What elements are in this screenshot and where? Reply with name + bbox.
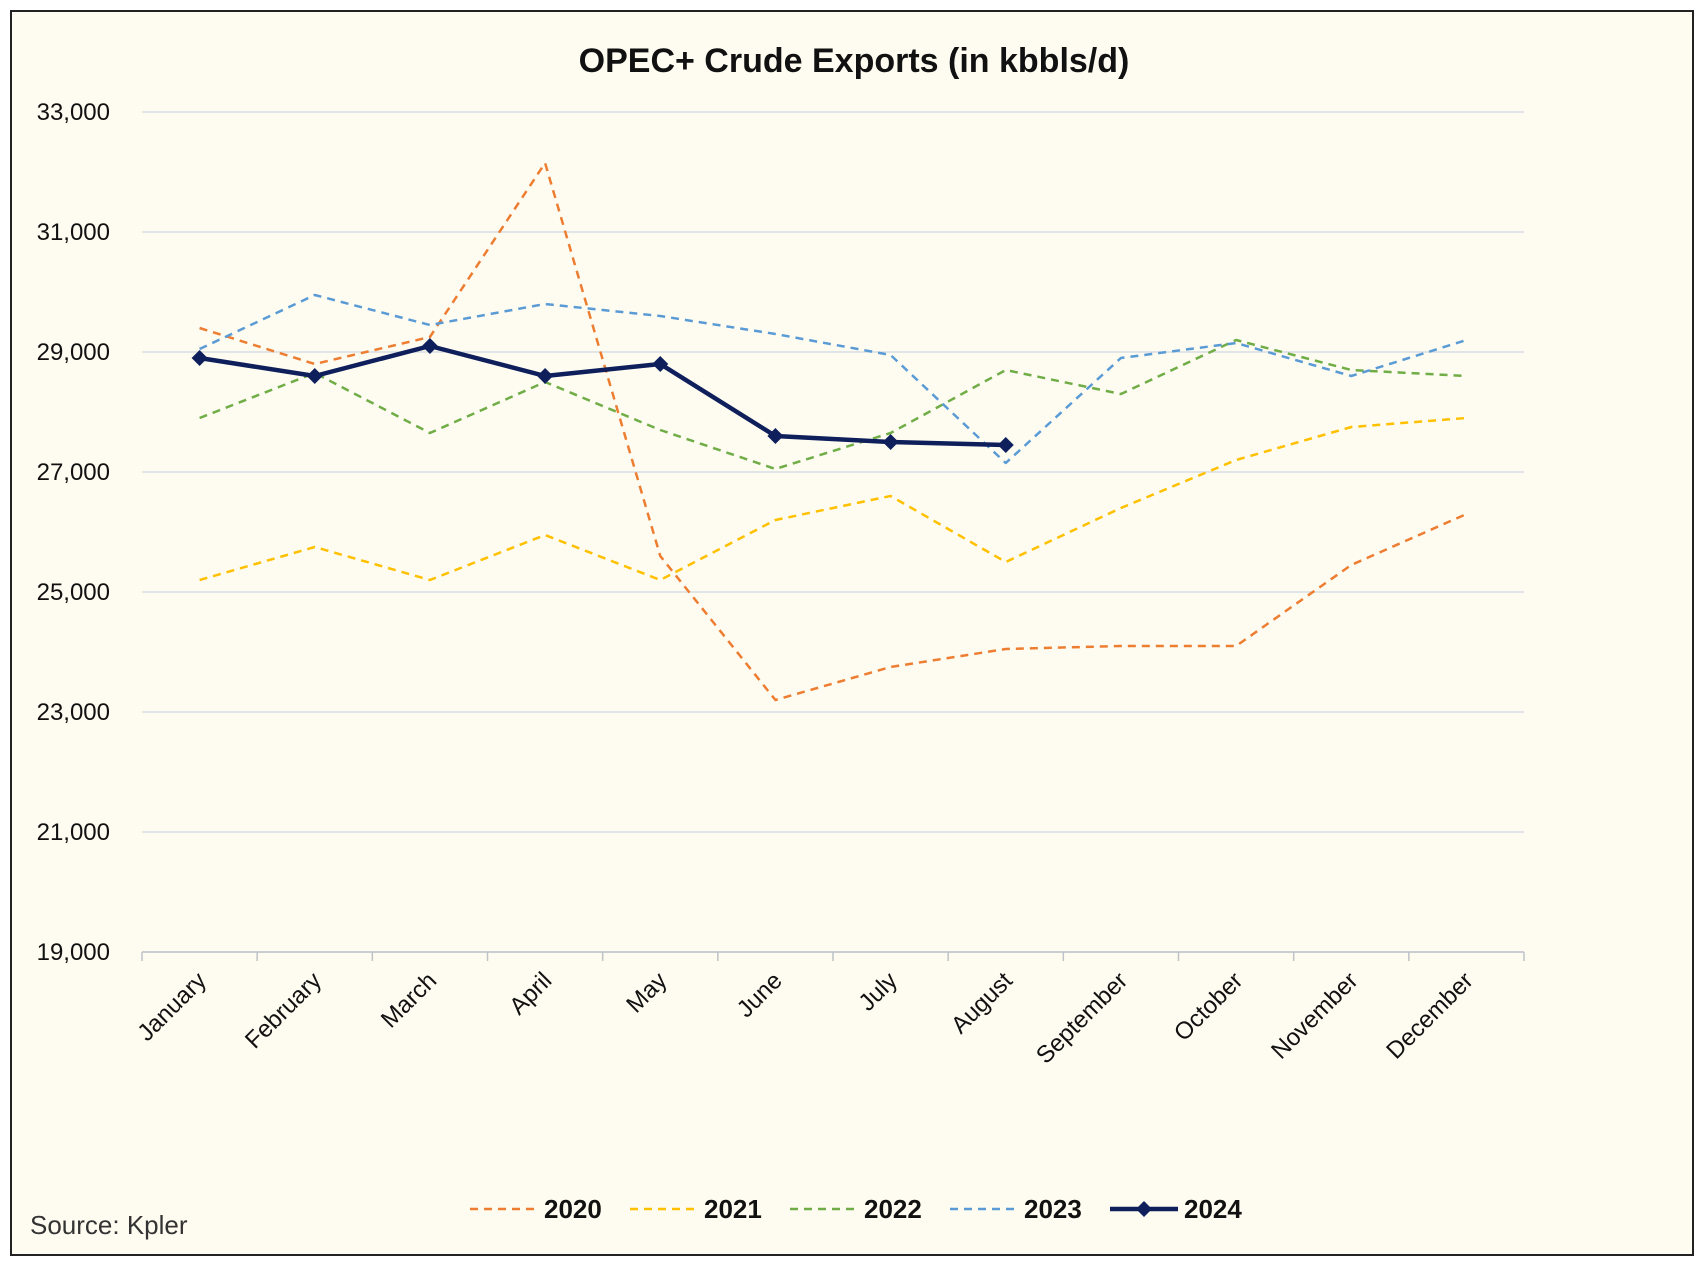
x-tick-label: July	[854, 967, 903, 1016]
series-line-2024	[199, 343, 1006, 448]
x-tick-label: October	[1169, 967, 1248, 1046]
x-tick-label: January	[132, 967, 211, 1046]
legend-label: 2021	[704, 1194, 762, 1224]
legend: 2020 2021 2022 2023 2024	[470, 1194, 1242, 1224]
x-tick-label: November	[1266, 967, 1363, 1064]
y-tick-label: 27,000	[37, 459, 110, 486]
data-point-marker	[997, 437, 1014, 453]
x-tick-label: August	[946, 967, 1018, 1039]
data-point-marker	[767, 428, 784, 444]
y-tick-label: 25,000	[37, 579, 110, 606]
y-tick-label: 29,000	[37, 339, 110, 366]
legend-item-2021: 2021	[630, 1194, 762, 1224]
data-point-marker	[882, 434, 899, 450]
legend-item-2023: 2023	[950, 1194, 1082, 1224]
x-tick-label: May	[621, 967, 672, 1018]
legend-item-2022: 2022	[790, 1194, 922, 1224]
x-tick-label: September	[1031, 967, 1133, 1069]
legend-label: 2024	[1184, 1194, 1242, 1224]
series-2023	[199, 293, 1467, 465]
data-point-marker	[421, 338, 438, 354]
y-tick-label: 31,000	[37, 219, 110, 246]
y-tick-label: 19,000	[37, 939, 110, 966]
data-point-marker	[306, 368, 323, 384]
legend-item-2024: 2024	[1110, 1194, 1242, 1224]
series-line-2021	[199, 416, 1467, 582]
series-2021	[199, 416, 1467, 582]
y-tick-label: 23,000	[37, 699, 110, 726]
series-2024	[191, 338, 1014, 453]
y-tick-label: 33,000	[37, 99, 110, 126]
chart-canvas: OPEC+ Crude Exports (in kbbls/d) 19,000 2…	[30, 42, 1525, 1240]
legend-marker	[1136, 1201, 1152, 1217]
source-note: Source: Kpler	[30, 1210, 188, 1240]
y-axis: 19,000 21,000 23,000 25,000 27,000 29,000 31,0…	[37, 99, 110, 966]
data-point-marker	[191, 350, 208, 366]
series-line-2023	[199, 293, 1467, 465]
x-axis: January February March April May June July Augu…	[132, 951, 1525, 1069]
legend-label: 2023	[1024, 1194, 1082, 1224]
series-lines	[191, 161, 1467, 702]
data-point-marker	[537, 368, 554, 384]
x-tick-label: April	[504, 967, 557, 1020]
series-2020	[199, 161, 1467, 702]
series-2022	[199, 338, 1467, 471]
series-line-2020	[199, 161, 1467, 702]
y-tick-label: 21,000	[37, 819, 110, 846]
x-tick-label: February	[240, 967, 327, 1054]
x-tick-label: December	[1381, 967, 1478, 1064]
chart-title: OPEC+ Crude Exports (in kbbls/d)	[579, 42, 1130, 80]
gridlines	[142, 111, 1524, 953]
data-point-marker	[652, 356, 669, 372]
legend-item-2020: 2020	[470, 1194, 602, 1224]
chart-frame: OPEC+ Crude Exports (in kbbls/d) 19,000 2…	[10, 10, 1694, 1256]
x-tick-label: June	[732, 967, 788, 1023]
series-line-2022	[199, 338, 1467, 471]
legend-label: 2022	[864, 1194, 922, 1224]
x-tick-label: March	[376, 967, 442, 1033]
legend-label: 2020	[544, 1194, 602, 1224]
